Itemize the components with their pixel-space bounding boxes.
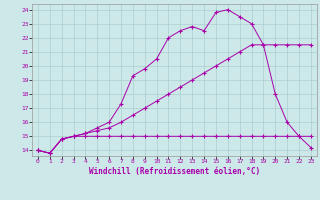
X-axis label: Windchill (Refroidissement éolien,°C): Windchill (Refroidissement éolien,°C): [89, 167, 260, 176]
